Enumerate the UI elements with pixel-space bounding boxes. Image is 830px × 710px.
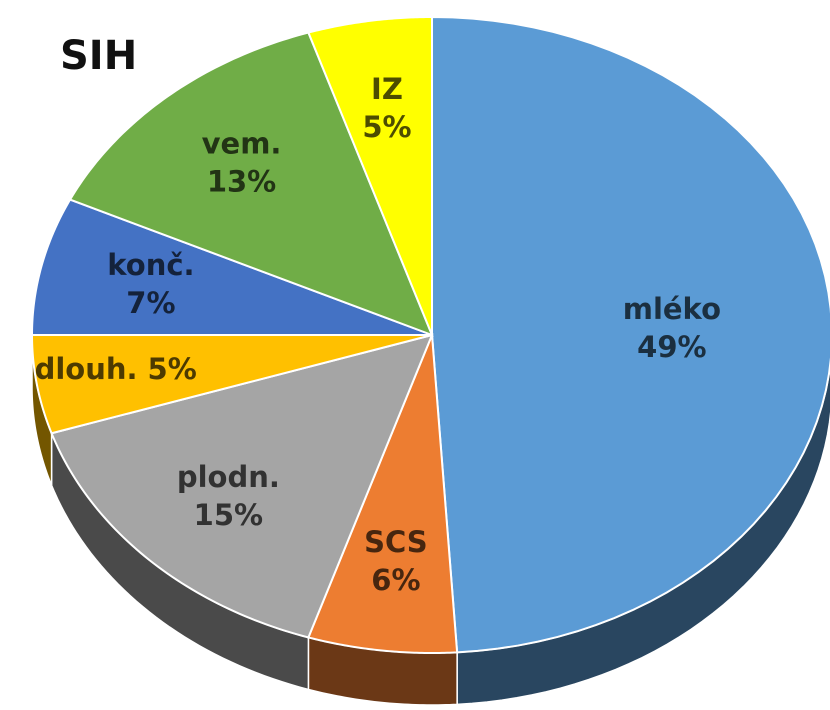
slice xyxy=(30,334,433,435)
slice-label: plodn. xyxy=(177,460,280,494)
pie-tops xyxy=(30,15,830,655)
slice-label: mléko xyxy=(623,292,721,326)
slice-label: dlouh. xyxy=(35,352,138,386)
slice-value-label: 13% xyxy=(207,164,276,198)
chart-title: SIH xyxy=(60,33,137,79)
slice-value-label: 15% xyxy=(194,498,263,532)
slice xyxy=(307,334,459,655)
slice-value-label: 6% xyxy=(371,563,420,597)
slice-value-label: 5% xyxy=(362,110,411,144)
slice xyxy=(307,15,433,336)
slice-label: konč. xyxy=(107,248,194,282)
slice-value-label: 7% xyxy=(126,286,175,320)
slice xyxy=(50,333,434,639)
slice-label: IZ xyxy=(371,72,403,106)
slice-label: SCS xyxy=(364,525,428,559)
slice-value-label: 5% xyxy=(148,352,197,386)
slice-value-label: 49% xyxy=(637,330,706,364)
slice xyxy=(431,15,830,654)
slice xyxy=(30,198,433,336)
slice-label: vem. xyxy=(202,126,282,160)
pie-labels: mléko 49% SCS 6% plodn. 15% dlouh. 5% konč. 7% vem… xyxy=(35,72,721,597)
slice xyxy=(68,31,434,337)
